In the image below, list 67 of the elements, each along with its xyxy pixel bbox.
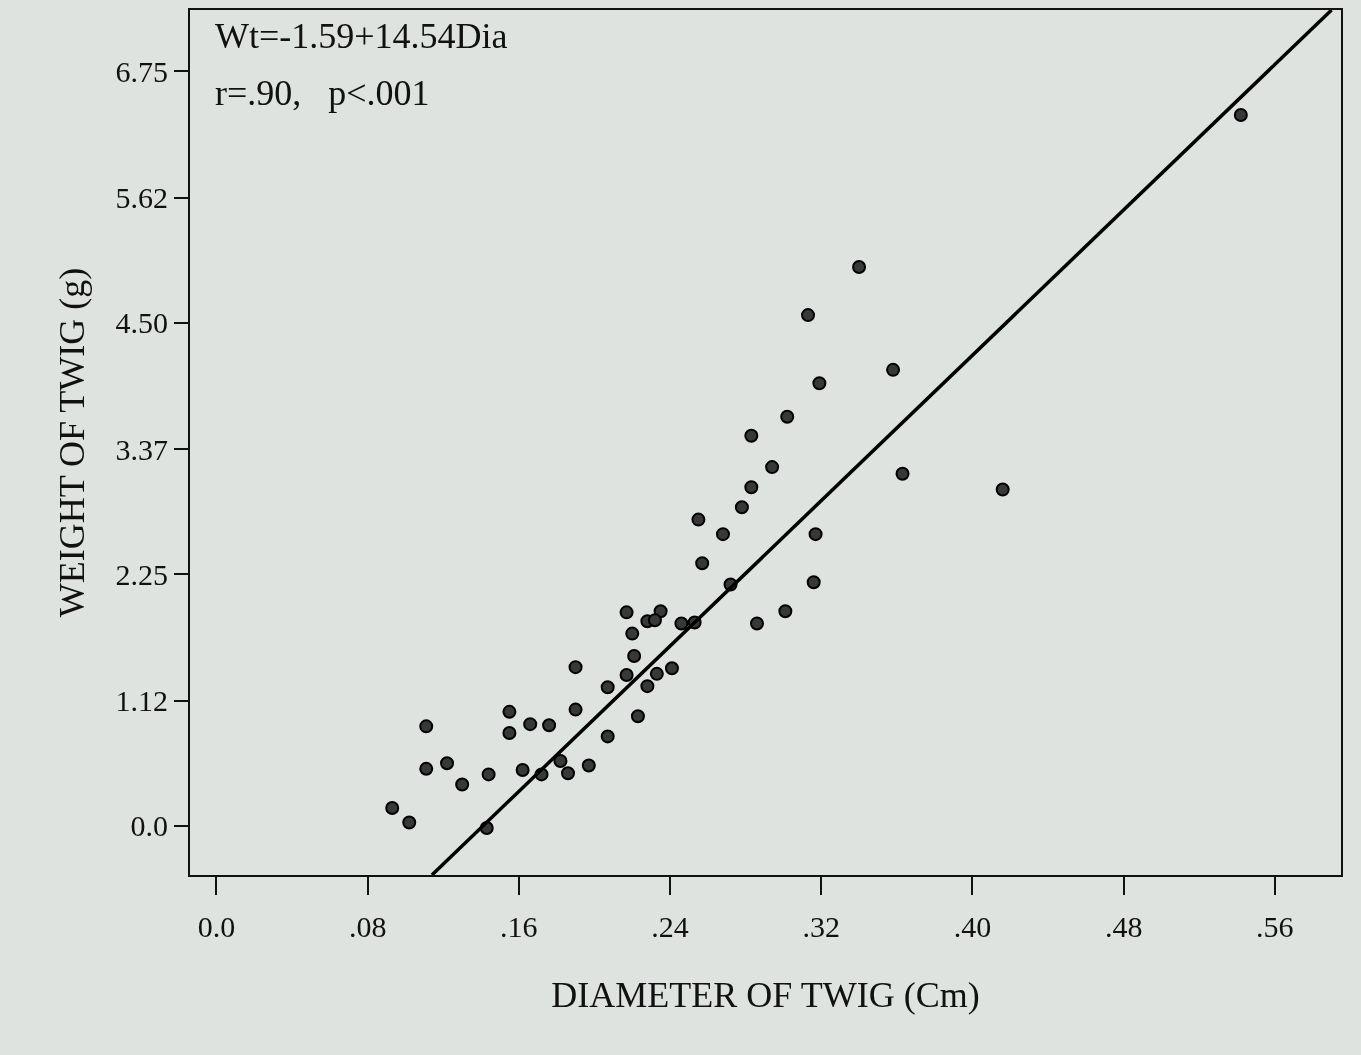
point	[744, 428, 759, 443]
x-axis-title: DIAMETER OF TWIG (Cm)	[551, 975, 980, 1016]
point	[402, 815, 417, 830]
point	[647, 613, 662, 628]
point	[895, 466, 910, 481]
point	[515, 762, 530, 777]
point	[649, 666, 664, 681]
point	[691, 512, 706, 527]
point	[674, 616, 689, 631]
y-tick-label: 5.62	[115, 181, 168, 215]
point	[600, 729, 615, 744]
point	[542, 718, 557, 733]
point	[627, 648, 642, 663]
point	[419, 761, 434, 776]
annotation: r=.90, p<.001	[215, 73, 430, 113]
point	[619, 667, 634, 682]
point	[502, 726, 517, 741]
point	[440, 756, 455, 771]
x-tick-label: .32	[802, 910, 840, 943]
point	[568, 660, 583, 675]
point	[852, 260, 867, 275]
point	[523, 717, 538, 732]
point	[561, 766, 575, 781]
y-tick-label: 0.0	[130, 809, 168, 843]
y-tick-label: 6.75	[115, 54, 168, 88]
point	[734, 500, 749, 515]
point	[750, 616, 764, 631]
point	[553, 754, 568, 768]
point	[801, 308, 816, 323]
x-tick-label: .08	[348, 910, 387, 943]
point	[1233, 108, 1248, 123]
point	[780, 409, 795, 424]
point	[995, 482, 1010, 497]
point	[481, 767, 496, 782]
point	[419, 719, 434, 734]
point	[568, 702, 583, 717]
point	[806, 575, 821, 590]
point	[715, 527, 730, 542]
point	[808, 527, 823, 542]
point	[695, 556, 710, 571]
point	[581, 758, 596, 773]
x-tick-label: .16	[500, 910, 538, 943]
point	[778, 604, 793, 619]
y-tick-label: 2.25	[115, 557, 168, 591]
point	[630, 709, 645, 724]
y-tick-label: 3.37	[115, 432, 168, 466]
y-tick-label: 1.12	[115, 684, 168, 718]
x-tick-label: .48	[1104, 910, 1143, 943]
point	[640, 679, 655, 694]
point	[600, 680, 615, 695]
annotation: Wt=-1.59+14.54Dia	[215, 16, 508, 56]
point	[502, 704, 517, 719]
x-tick-label: .24	[651, 910, 689, 943]
point	[886, 362, 901, 377]
point	[812, 376, 827, 391]
point	[765, 460, 780, 475]
x-tick-label: .40	[953, 910, 992, 943]
x-tick-label: 0.0	[197, 910, 236, 943]
point	[455, 777, 470, 792]
point	[385, 800, 400, 815]
x-tick-label: .56	[1256, 910, 1294, 943]
point	[619, 605, 634, 620]
y-tick-label: 4.50	[115, 306, 168, 340]
y-axis-title: WEIGHT OF TWIG (g)	[51, 267, 92, 618]
point	[744, 480, 759, 495]
point	[625, 626, 640, 641]
point	[664, 661, 679, 676]
